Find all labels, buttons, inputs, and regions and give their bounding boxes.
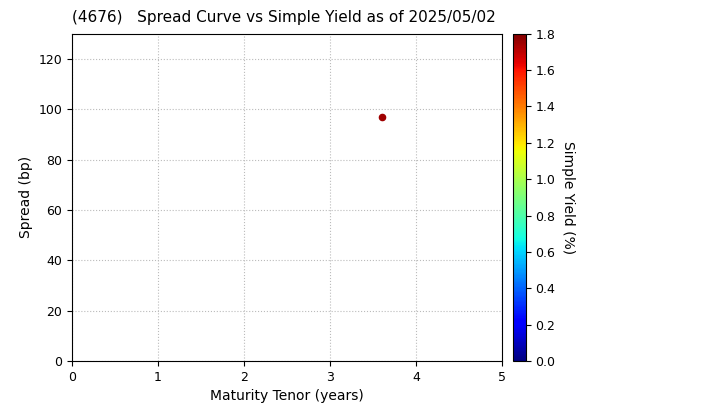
Y-axis label: Simple Yield (%): Simple Yield (%) [561, 141, 575, 254]
Point [376, 113, 387, 120]
Y-axis label: Spread (bp): Spread (bp) [19, 156, 33, 239]
X-axis label: Maturity Tenor (years): Maturity Tenor (years) [210, 389, 364, 404]
Text: (4676)   Spread Curve vs Simple Yield as of 2025/05/02: (4676) Spread Curve vs Simple Yield as o… [72, 10, 496, 26]
